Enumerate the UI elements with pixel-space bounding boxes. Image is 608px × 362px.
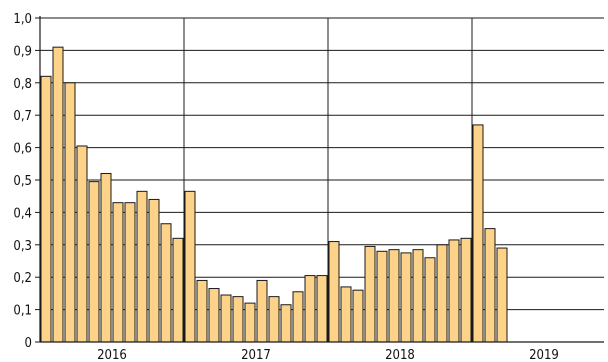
- y-tick-label: 0,4: [13, 206, 32, 221]
- y-tick-label: 0: [25, 336, 32, 351]
- bar: [496, 247, 508, 343]
- bar: [460, 237, 472, 343]
- bar: [376, 250, 388, 343]
- bar: [412, 249, 424, 343]
- y-tick-label: 0,5: [13, 174, 32, 189]
- bar: [160, 223, 172, 343]
- y-tick-label: 0,7: [13, 109, 32, 124]
- bar: [136, 190, 148, 343]
- bar: [148, 198, 160, 343]
- x-year-label: 2017: [241, 348, 271, 362]
- x-year-label: 2016: [97, 348, 127, 362]
- y-tick-label: 1,0: [13, 12, 32, 27]
- bar: [280, 304, 292, 343]
- bar: [76, 145, 88, 343]
- y-tick-label: 0,6: [13, 142, 32, 157]
- bar: [208, 288, 220, 343]
- bar: [340, 286, 352, 343]
- bar: [256, 279, 268, 343]
- bar: [64, 82, 76, 343]
- bar: [268, 296, 280, 343]
- bar: [100, 173, 112, 343]
- x-year-label: 2019: [529, 348, 559, 362]
- bar: [448, 239, 460, 343]
- bar: [172, 237, 184, 343]
- bar: [352, 289, 364, 343]
- bar: [232, 296, 244, 343]
- x-year-label: 2018: [385, 348, 415, 362]
- bar: [388, 249, 400, 343]
- y-tick-label: 0,3: [13, 239, 32, 254]
- y-tick-label: 0,2: [13, 271, 32, 286]
- bar: [472, 124, 484, 343]
- y-tick-label: 0,9: [13, 44, 32, 59]
- bar: [316, 275, 328, 343]
- labels-layer: 0 0,1 0,2 0,3 0,4 0,5 0,6 0,7 0,8 0,9 1,0 2016 2017 2…: [13, 12, 558, 362]
- bar: [112, 202, 124, 343]
- bar: [244, 302, 256, 343]
- y-tick-label: 0,1: [13, 304, 32, 319]
- axis-layer: [39, 16, 604, 343]
- bar: [40, 75, 52, 343]
- bar: [124, 202, 136, 343]
- bar: [400, 252, 412, 343]
- bar: [304, 275, 316, 343]
- bar: [52, 46, 64, 343]
- bar: [220, 294, 232, 343]
- bar: [88, 181, 100, 343]
- bars-layer: [40, 46, 508, 343]
- bar: [184, 190, 196, 343]
- bar: [424, 257, 436, 343]
- bar: [364, 245, 376, 343]
- bar: [196, 279, 208, 343]
- bar: [328, 241, 340, 343]
- y-tick-label: 0,8: [13, 77, 32, 92]
- bar: [436, 244, 448, 343]
- bar: [484, 228, 496, 343]
- bar: [292, 291, 304, 343]
